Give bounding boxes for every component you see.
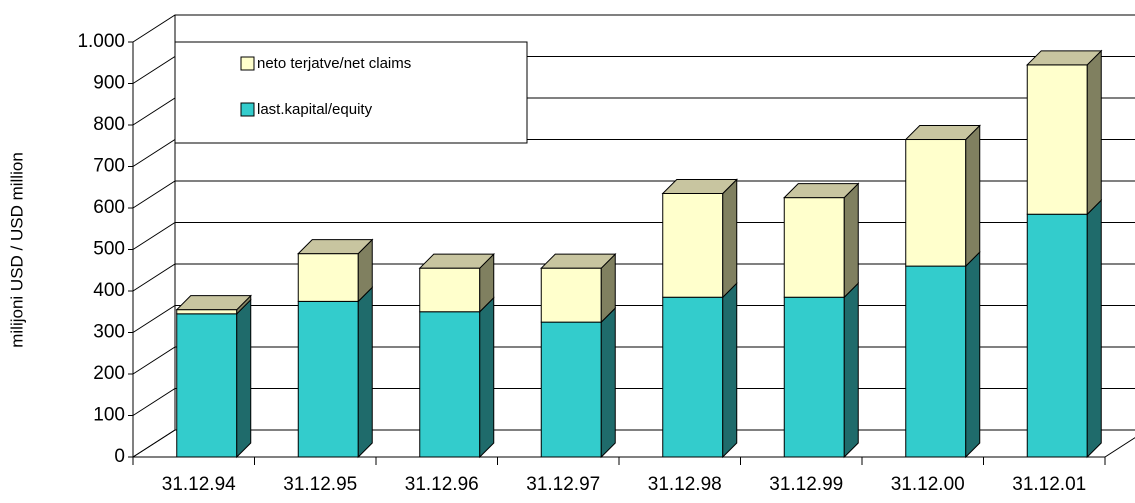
bar-segment — [297, 238, 374, 303]
floor — [133, 429, 1135, 458]
bar-side — [722, 178, 738, 299]
bar-front — [783, 197, 845, 298]
bar-side — [843, 282, 859, 459]
x-tick-label: 31.12.95 — [283, 474, 357, 495]
bar-front — [540, 267, 602, 323]
x-tick-label: 31.12.97 — [526, 474, 600, 495]
bar-front — [176, 313, 238, 458]
bar-side — [600, 306, 616, 459]
grid-line — [132, 139, 1135, 167]
y-tick-label: 500 — [93, 239, 125, 260]
y-axis-label: milijoni USD / USD million — [7, 152, 26, 348]
y-tick-label: 100 — [93, 405, 125, 426]
x-tick-label: 31.12.94 — [162, 474, 236, 495]
grid-line — [132, 222, 1135, 250]
grid-line — [132, 263, 1135, 292]
y-tick-label: 200 — [93, 363, 125, 384]
bar-front — [419, 267, 481, 313]
bar-front — [662, 296, 724, 458]
grid-line — [132, 14, 1135, 43]
x-tick-label: 31.12.00 — [891, 474, 965, 495]
y-tick-label: 900 — [93, 73, 125, 94]
bar-side — [722, 282, 738, 459]
bar-side — [965, 124, 981, 268]
bar-front — [905, 139, 967, 267]
bar-side — [357, 286, 373, 459]
bar-front — [1026, 64, 1088, 215]
x-tick-label: 31.12.99 — [769, 474, 843, 495]
bar-top — [783, 183, 860, 199]
bar-top — [904, 125, 981, 141]
bar-front — [540, 321, 602, 458]
bar-top — [1026, 50, 1103, 66]
bar-side — [479, 296, 495, 459]
legend-label: neto terjatve/net claims — [257, 55, 411, 72]
bar-front — [176, 309, 238, 315]
bar-segment — [662, 282, 738, 459]
bar-top — [418, 253, 495, 269]
bar-segment — [418, 252, 495, 313]
bar-side — [965, 250, 981, 459]
bar-front — [783, 296, 845, 458]
grid-line — [132, 429, 1135, 458]
bar-front — [297, 253, 359, 302]
bar-segment — [1026, 49, 1103, 216]
y-tick-label: 400 — [93, 280, 125, 301]
legend-label: last.kapital/equity — [257, 101, 373, 118]
legend: neto terjatve/net claims last.kapital/equ… — [174, 41, 528, 144]
bar-front — [1026, 213, 1088, 458]
y-tick-label: 300 — [93, 322, 125, 343]
y-tick-label: 1.000 — [77, 31, 125, 52]
grid-line — [132, 346, 1135, 375]
bar-segment — [1026, 199, 1102, 459]
legend-swatch — [240, 56, 255, 71]
bar-segment — [904, 124, 981, 268]
bar-top — [661, 178, 738, 194]
x-tick-label: 31.12.01 — [1012, 474, 1086, 495]
y-tick-label: 700 — [93, 156, 125, 177]
grid-line — [132, 180, 1135, 209]
bar-segment — [905, 250, 981, 459]
bar-front — [297, 300, 359, 458]
bar-front — [905, 265, 967, 458]
bar-side — [236, 298, 252, 459]
bar-side — [843, 182, 859, 299]
legend-box — [174, 41, 528, 144]
bar-segment — [176, 298, 252, 459]
y-tick-label: 800 — [93, 114, 125, 135]
bar-front — [662, 192, 724, 298]
bar-segment — [175, 294, 252, 316]
bar-top — [175, 295, 252, 311]
bar-front — [419, 311, 481, 458]
bar-top — [297, 239, 374, 255]
bar-top — [540, 253, 617, 269]
bar-segment — [540, 306, 616, 459]
bar-side — [1086, 199, 1102, 459]
grid-line — [132, 388, 1135, 416]
bar-segment — [297, 286, 373, 459]
bar-segment — [783, 182, 860, 299]
bar-segment — [419, 296, 495, 459]
bar-segment — [540, 252, 617, 324]
bar-side — [1086, 49, 1102, 216]
grid-line — [132, 305, 1135, 333]
y-tick-label: 600 — [93, 197, 125, 218]
bar-segment — [783, 282, 859, 459]
y-tick-label: 0 — [114, 446, 125, 467]
x-tick-label: 31.12.98 — [648, 474, 722, 495]
bar-segment — [661, 178, 738, 299]
legend-swatch — [240, 102, 255, 117]
x-tick-label: 31.12.96 — [405, 474, 479, 495]
